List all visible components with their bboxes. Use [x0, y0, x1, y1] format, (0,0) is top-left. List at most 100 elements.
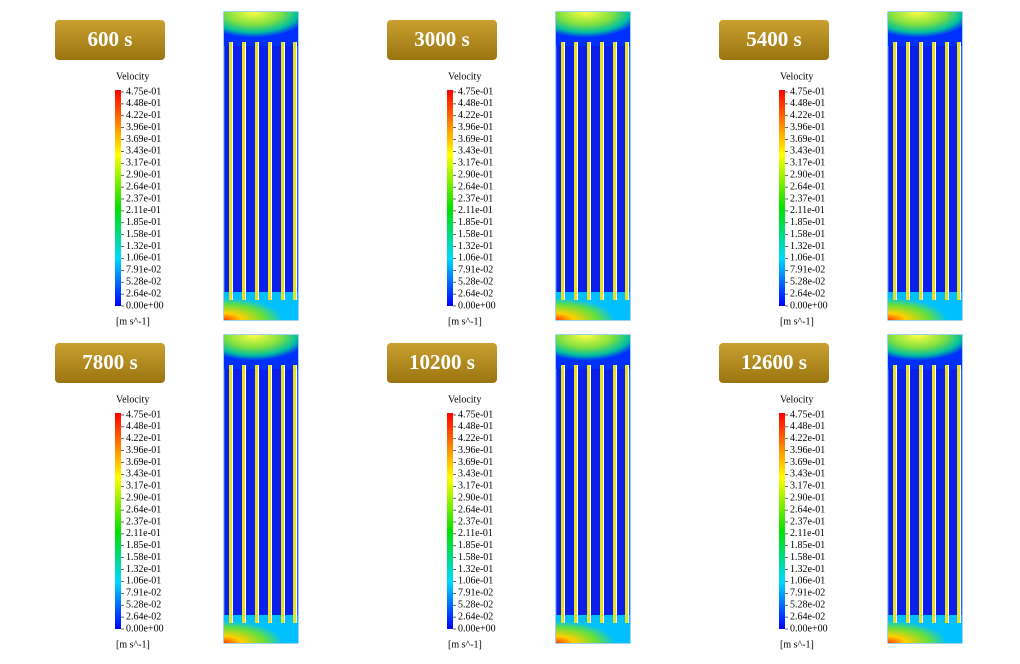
legend-title: Velocity: [780, 71, 813, 82]
channel-wall: [255, 365, 258, 623]
channel-wall: [574, 42, 577, 300]
legend-label: 2.64e-01: [126, 504, 161, 515]
top-region: [224, 335, 298, 369]
legend-label: 1.06e-01: [458, 576, 493, 587]
legend-label: 0.00e+00: [790, 300, 828, 311]
legend-label: 2.11e-01: [126, 528, 161, 539]
legend-unit: [m s^-1]: [448, 316, 482, 327]
panel: 10200 sVelocity4.75e-014.48e-014.22e-013…: [387, 334, 631, 650]
legend-label: 3.17e-01: [126, 158, 161, 169]
legend-label: 3.69e-01: [790, 134, 825, 145]
legend-label: 5.28e-02: [458, 277, 493, 288]
legend-label: 4.48e-01: [790, 98, 825, 109]
legend-label: 3.69e-01: [126, 457, 161, 468]
legend-label: 3.17e-01: [458, 481, 493, 492]
legend-label: 2.64e-02: [458, 288, 493, 299]
legend-label: 7.91e-02: [790, 265, 825, 276]
legend-label: 3.43e-01: [790, 469, 825, 480]
legend-label: 1.85e-01: [126, 540, 161, 551]
legend-label: 1.58e-01: [790, 552, 825, 563]
legend-label: 3.17e-01: [458, 158, 493, 169]
channel-wall: [293, 42, 296, 300]
legend-label: 2.90e-01: [126, 170, 161, 181]
channel-wall: [906, 365, 909, 623]
legend-label: 3.43e-01: [458, 146, 493, 157]
legend-label: 2.11e-01: [458, 205, 493, 216]
legend-label: 1.06e-01: [126, 253, 161, 264]
channel-wall: [255, 42, 258, 300]
wall-edge: [948, 365, 949, 623]
legend-label: 2.64e-01: [790, 181, 825, 192]
channel-wall: [293, 365, 296, 623]
wall-edge: [258, 42, 259, 300]
channel-wall: [561, 365, 564, 623]
legend-label: 4.75e-01: [790, 86, 825, 97]
channel-wall: [893, 42, 896, 300]
legend-label: 4.48e-01: [126, 98, 161, 109]
channel-wall: [957, 365, 960, 623]
legend-label: 2.64e-02: [458, 611, 493, 622]
legend-label: 3.17e-01: [790, 158, 825, 169]
legend-label: 3.43e-01: [458, 469, 493, 480]
wall-edge: [577, 42, 578, 300]
wall-edge: [960, 42, 961, 300]
legend-title: Velocity: [116, 394, 149, 405]
legend-label: 2.11e-01: [126, 205, 161, 216]
channel-wall: [561, 42, 564, 300]
wall-edge: [896, 365, 897, 623]
legend-label: 0.00e+00: [458, 300, 496, 311]
legend-label: 7.91e-02: [458, 588, 493, 599]
bottom-region: [888, 292, 962, 320]
legend-label: 3.43e-01: [790, 146, 825, 157]
wall-edge: [296, 365, 297, 623]
legend-label: 2.64e-02: [126, 611, 161, 622]
legend-label: 1.06e-01: [458, 253, 493, 264]
legend-label: 2.11e-01: [458, 528, 493, 539]
time-label: 5400 s: [746, 27, 801, 51]
legend-label: 2.37e-01: [126, 193, 161, 204]
legend-label: 1.32e-01: [126, 564, 161, 575]
channel-wall: [625, 365, 628, 623]
legend-label: 1.06e-01: [126, 576, 161, 587]
wall-edge: [577, 365, 578, 623]
wall-edge: [271, 365, 272, 623]
channel-wall: [242, 42, 245, 300]
channel-wall: [229, 365, 232, 623]
legend-label: 2.90e-01: [126, 493, 161, 504]
wall-edge: [628, 365, 629, 623]
legend-label: 2.37e-01: [458, 193, 493, 204]
channel-wall: [906, 42, 909, 300]
legend-label: 3.69e-01: [458, 457, 493, 468]
time-label: 10200 s: [409, 350, 475, 374]
legend-label: 3.96e-01: [126, 445, 161, 456]
time-badge: [55, 343, 165, 383]
legend-label: 7.91e-02: [790, 588, 825, 599]
legend-label: 1.32e-01: [790, 241, 825, 252]
legend-label: 2.64e-02: [126, 288, 161, 299]
wall-edge: [935, 365, 936, 623]
legend-label: 2.11e-01: [790, 528, 825, 539]
legend-label: 1.58e-01: [458, 229, 493, 240]
channel-wall: [613, 42, 616, 300]
panel: 7800 sVelocity4.75e-014.48e-014.22e-013.…: [55, 334, 299, 650]
legend-title: Velocity: [780, 394, 813, 405]
contour-plot: [555, 11, 631, 321]
domain: [223, 334, 299, 644]
legend-label: 7.91e-02: [126, 588, 161, 599]
legend-label: 3.69e-01: [126, 134, 161, 145]
channel-wall: [613, 365, 616, 623]
wall-edge: [590, 365, 591, 623]
legend-label: 7.91e-02: [126, 265, 161, 276]
legend-label: 4.22e-01: [790, 110, 825, 121]
wall-edge: [616, 42, 617, 300]
bottom-region: [556, 615, 630, 643]
contour-plot: [223, 334, 299, 644]
legend-unit: [m s^-1]: [116, 639, 150, 650]
contour-plot: [887, 11, 963, 321]
color-bar: [447, 413, 453, 629]
legend-label: 3.96e-01: [790, 445, 825, 456]
legend-label: 3.69e-01: [790, 457, 825, 468]
legend-label: 3.43e-01: [126, 469, 161, 480]
legend-label: 5.28e-02: [126, 600, 161, 611]
legend-label: 0.00e+00: [458, 623, 496, 634]
